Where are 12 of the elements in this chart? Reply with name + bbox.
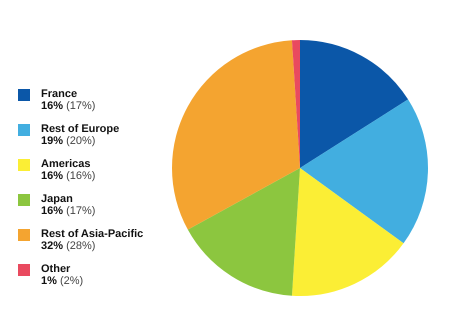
data-label: 16% (17%) <box>41 100 96 112</box>
data-label: 16% (17%) <box>41 205 96 217</box>
legend-label: Japan <box>41 193 74 205</box>
legend-label: Rest of Europe <box>41 123 120 135</box>
data-label: 16% (16%) <box>41 170 96 182</box>
data-label: 32% (28%) <box>41 240 96 252</box>
legend-label: Rest of Asia-Pacific <box>41 228 144 240</box>
legend-label: Other <box>41 263 72 275</box>
legend-label: France <box>41 88 78 100</box>
legend-label: Americas <box>41 158 92 170</box>
data-label: 1% (2%) <box>41 275 84 287</box>
data-label: 19% (20%) <box>41 135 96 147</box>
